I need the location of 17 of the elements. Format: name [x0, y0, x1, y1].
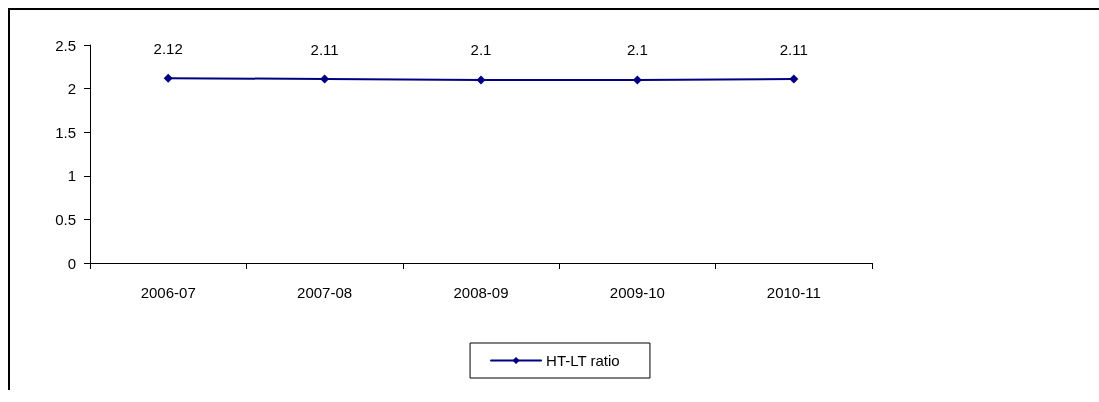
legend-label: HT-LT ratio [546, 352, 620, 369]
data-label: 2.11 [310, 40, 339, 58]
y-tick-label: 0.5 [55, 210, 76, 228]
x-tick-label: 2010-11 [766, 284, 821, 301]
data-label: 2.1 [470, 41, 492, 59]
x-tick-label: 2007-08 [297, 284, 353, 301]
y-tick-label: 1 [67, 167, 76, 185]
x-tick-label: 2008-09 [453, 284, 509, 301]
x-tick-label: 2009-10 [609, 284, 665, 301]
x-tick-label: 2006-07 [140, 284, 196, 301]
y-tick-label: 2 [67, 80, 76, 98]
data-label: 2.12 [153, 39, 183, 57]
y-tick-label: 1.5 [55, 123, 76, 141]
data-label: 2.11 [779, 40, 808, 58]
data-label: 2.1 [626, 41, 648, 59]
y-tick-label: 0 [67, 254, 76, 272]
y-tick-label: 2.5 [55, 36, 76, 54]
